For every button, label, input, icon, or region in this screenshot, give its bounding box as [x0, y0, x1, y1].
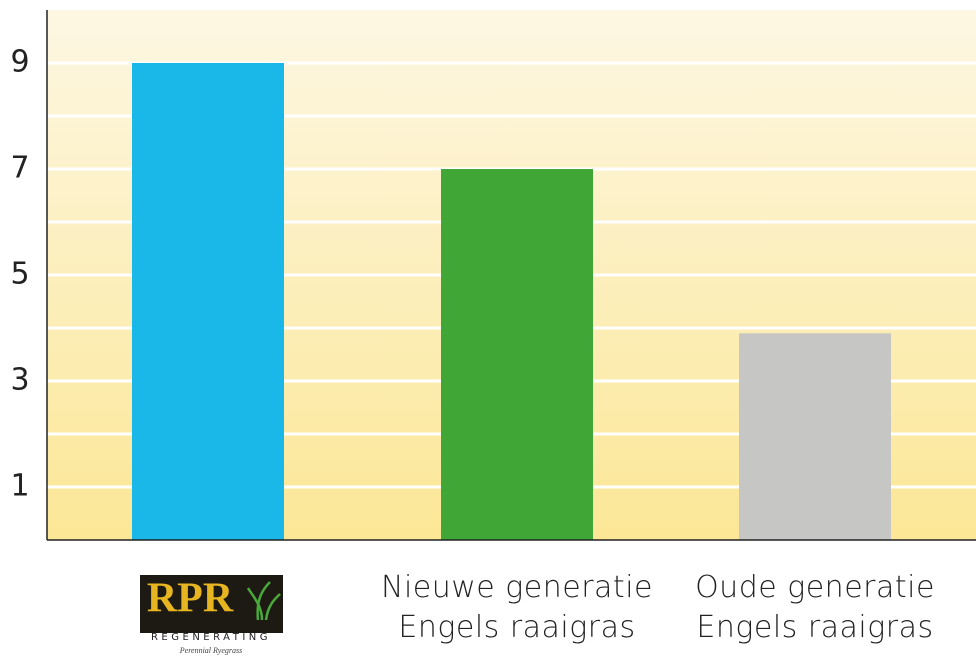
- logo: RPR REGENERATING Perennial Ryegrass: [140, 575, 283, 655]
- y-tick-label: 7: [10, 151, 29, 186]
- x-tick-label: Oude generatie Engels raaigras: [695, 570, 935, 645]
- y-tick-label: 9: [10, 45, 29, 80]
- y-tick-label: 5: [10, 257, 29, 292]
- y-tick-label: 1: [10, 469, 29, 504]
- logo-grass: [246, 581, 281, 621]
- bar: [132, 63, 284, 540]
- logo-title: RPR: [147, 576, 234, 622]
- y-tick-label: 3: [10, 363, 29, 398]
- logo-tagline: Perennial Ryegrass: [179, 646, 242, 655]
- bar: [739, 333, 891, 540]
- x-tick-label: Nieuwe generatie Engels raaigras: [381, 570, 653, 645]
- logo-subtitle: REGENERATING: [151, 632, 271, 643]
- bar: [441, 169, 593, 540]
